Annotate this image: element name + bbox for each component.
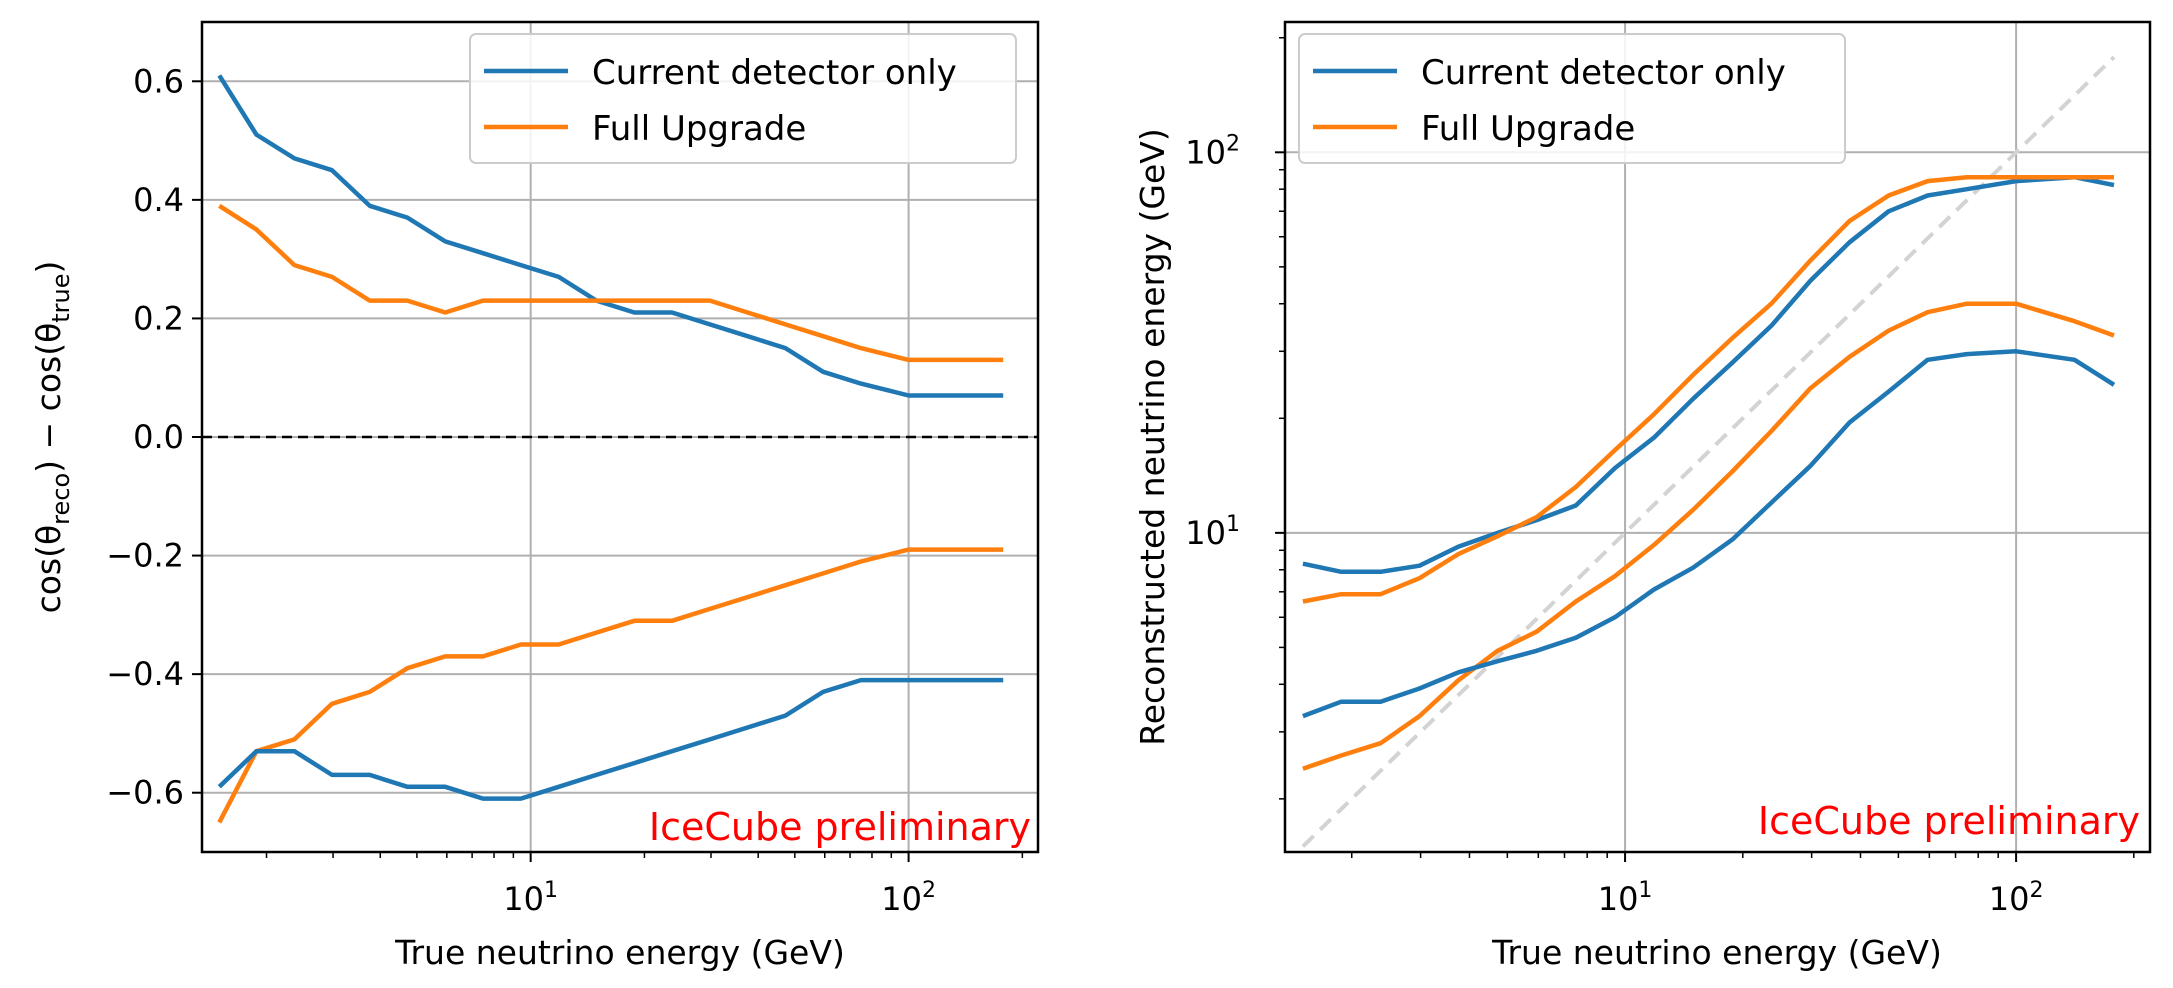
right-series-line	[1302, 174, 2115, 575]
left-y-axis-label: cos(θreco) − cos(θtrue)	[29, 261, 75, 614]
left-legend-label-upgrade: Full Upgrade	[592, 109, 806, 149]
left-xtick-label-100: 102	[881, 878, 936, 918]
left-ytick-label: −0.6	[106, 774, 184, 812]
left-series-line	[217, 74, 1004, 398]
right-series-line	[1302, 174, 2114, 604]
right-ytick-label-100: 102	[1185, 131, 1240, 171]
right-preliminary-label: IceCube preliminary	[1758, 799, 2140, 843]
right-x-axis-label: True neutrino energy (GeV)	[1491, 933, 1942, 972]
right-legend-box	[1298, 33, 1846, 164]
right-ytick-label-10: 101	[1185, 512, 1240, 552]
left-legend-box	[469, 33, 1017, 164]
left-xtick-label-10: 101	[503, 878, 558, 918]
right-y-minor-ticks	[1275, 37, 1285, 800]
right-series-line	[1302, 349, 2116, 719]
left-series-line	[217, 547, 1004, 824]
left-plot-frame	[200, 20, 1040, 854]
left-series-line	[218, 203, 1004, 363]
left-series-line	[217, 677, 1004, 801]
left-x-axis-label: True neutrino energy (GeV)	[394, 933, 845, 972]
left-grid	[192, 22, 1038, 852]
left-x-minor-ticks	[265, 852, 1024, 862]
left-series	[217, 74, 1004, 824]
right-xtick-label-10: 101	[1598, 878, 1653, 918]
right-series-line	[1302, 301, 2115, 771]
left-ytick-label: −0.2	[106, 537, 184, 575]
left-panel: 0.6 0.4 0.2 0.0 −0.2 −0.4 −0.6 101 102 T…	[29, 20, 1040, 972]
left-ytick-label: 0.2	[133, 299, 184, 337]
left-legend: Current detector only Full Upgrade	[469, 33, 1017, 164]
left-legend-label-current: Current detector only	[592, 53, 957, 93]
right-x-minor-ticks	[1350, 852, 2135, 862]
left-ytick-label: 0.0	[133, 418, 184, 456]
right-panel: 102 101 101 102 True neutrino energy (Ge…	[1133, 20, 2152, 972]
left-ytick-label: 0.4	[133, 181, 184, 219]
right-plot-frame	[1283, 20, 2152, 854]
right-xtick-label-100: 102	[1989, 878, 2044, 918]
right-series	[1302, 174, 2116, 771]
left-preliminary-label: IceCube preliminary	[649, 805, 1031, 849]
left-ytick-label: 0.6	[133, 62, 184, 100]
right-legend: Current detector only Full Upgrade	[1298, 33, 1846, 164]
right-legend-label-current: Current detector only	[1421, 53, 1786, 93]
left-y-ticks: 0.6 0.4 0.2 0.0 −0.2 −0.4 −0.6	[106, 62, 184, 811]
right-legend-label-upgrade: Full Upgrade	[1421, 109, 1635, 149]
left-ytick-label: −0.4	[106, 655, 184, 693]
right-y-axis-label: Reconstructed neutrino energy (GeV)	[1133, 128, 1172, 746]
